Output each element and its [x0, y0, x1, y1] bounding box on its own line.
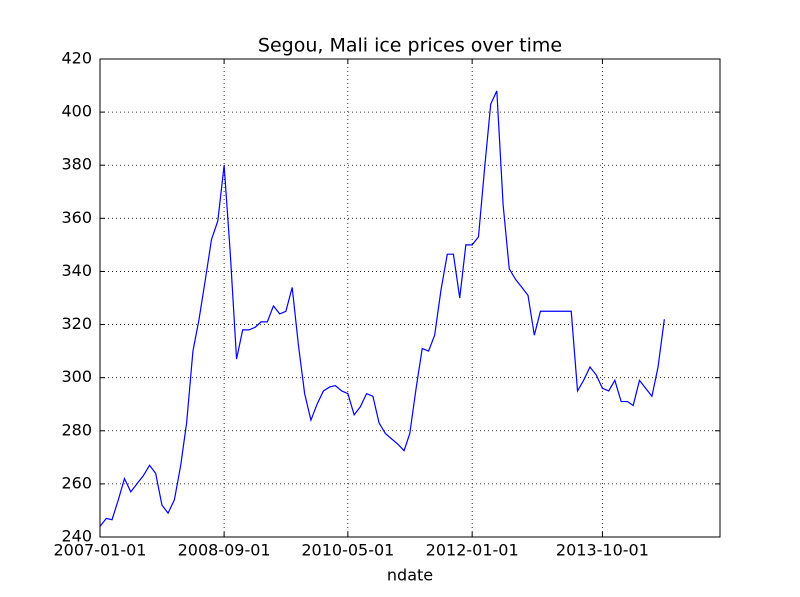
- y-tick-label: 420: [61, 49, 92, 68]
- y-tick-label: 300: [61, 367, 92, 386]
- plot-frame: [99, 58, 721, 538]
- y-tick-label: 320: [61, 314, 92, 333]
- y-tick-label: 280: [61, 420, 92, 439]
- x-tick-label: 2010-05-01: [301, 541, 394, 560]
- chart-title: Segou, Mali ice prices over time: [258, 35, 562, 57]
- y-tick-label: 400: [61, 102, 92, 121]
- x-tick-label: 2012-01-01: [426, 541, 519, 560]
- x-tick-label: 2013-10-01: [556, 541, 649, 560]
- y-tick-label: 360: [61, 208, 92, 227]
- x-axis-label: ndate: [387, 566, 433, 585]
- x-tick-label: 2008-09-01: [178, 541, 271, 560]
- y-tick-label: 380: [61, 155, 92, 174]
- y-tick-label: 260: [61, 473, 92, 492]
- x-tick-label: 2007-01-01: [54, 541, 147, 560]
- y-tick-label: 240: [61, 527, 92, 546]
- y-tick-label: 340: [61, 261, 92, 280]
- data-line: [99, 90, 665, 527]
